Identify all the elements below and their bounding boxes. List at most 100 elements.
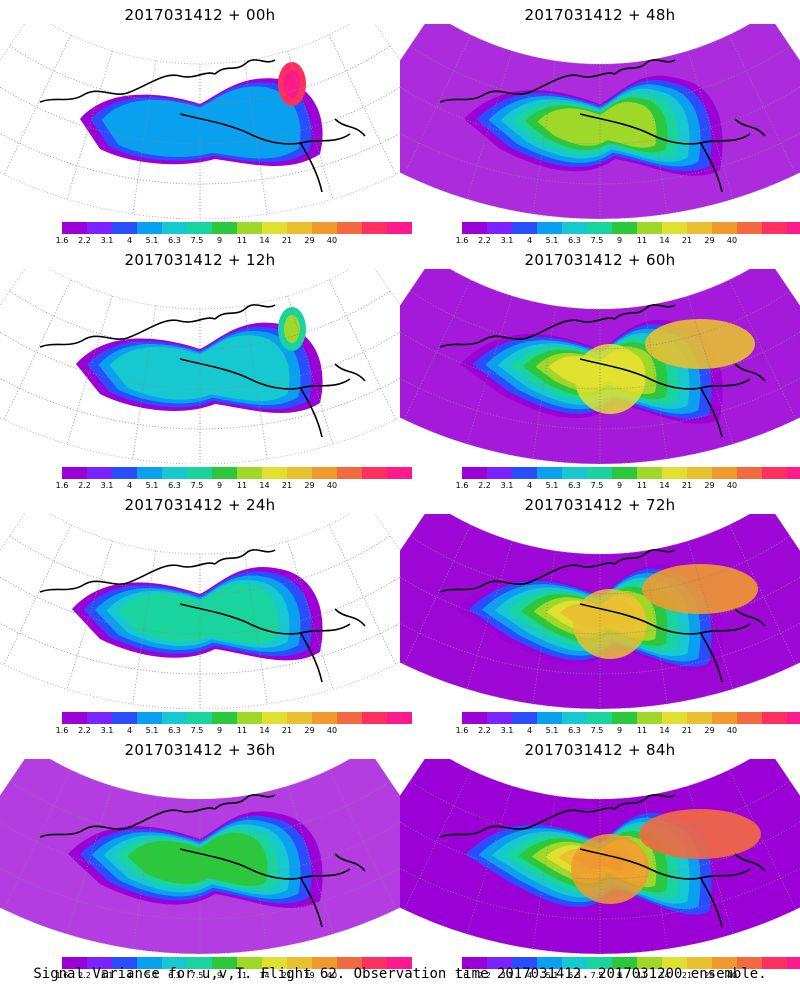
colorbar-tick-label: 11 [636, 971, 648, 980]
colorbar-swatch [237, 467, 262, 479]
colorbar-tick-label: 1.6 [55, 481, 69, 490]
colorbar-swatch [462, 467, 487, 479]
colorbar-swatch [62, 467, 87, 479]
colorbar-swatch [712, 712, 737, 724]
colorbar-tick-label: 5.1 [145, 236, 159, 245]
colorbar-tick-label: 9 [616, 236, 623, 245]
colorbar-swatch [262, 957, 287, 969]
colorbar-tick-label: 5.1 [545, 481, 559, 490]
colorbar-swatch [162, 467, 187, 479]
panel-title: 2017031412 + 60h [524, 251, 676, 269]
colorbar-tick-label: 40 [726, 971, 738, 980]
colorbar-swatch [362, 467, 387, 479]
colorbar-tick-label: 5.1 [145, 971, 159, 980]
colorbar-swatch [262, 712, 287, 724]
colorbar-swatch [387, 467, 412, 479]
colorbar-swatch [337, 957, 362, 969]
map-boundary [400, 269, 800, 464]
colorbar-tick-label: 11 [236, 726, 248, 735]
coastline [439, 794, 766, 928]
colorbar-swatch [737, 222, 762, 234]
colorbar-tick-label: 29 [304, 971, 315, 980]
colorbar-swatch [137, 712, 162, 724]
forecast-panel: 2017031412 + 24h 1.6 2.2 3.1 4 5.1 6.3 7.5 9 11 14… [0, 490, 412, 735]
colorbar-tick-label: 29 [304, 481, 315, 490]
colorbar-tick-label: 14 [659, 481, 670, 490]
colorbar-tick-label: 6.3 [568, 971, 581, 980]
colorbar-swatch [62, 957, 87, 969]
colorbar-tick-label: 29 [704, 971, 715, 980]
colorbar-tick-label: 11 [236, 481, 248, 490]
colorbar-tick-label: 2.2 [478, 236, 491, 245]
panel-title: 2017031412 + 36h [124, 741, 276, 759]
colorbar-tick-label: 3.1 [100, 971, 114, 980]
colorbar-swatch [712, 222, 737, 234]
colorbar-swatch [662, 467, 687, 479]
colorbar-tick-label: 9 [216, 971, 223, 980]
variance-map [400, 24, 800, 219]
colorbar-tick-label: 21 [281, 236, 293, 245]
colorbar-swatch [187, 712, 212, 724]
colorbar-swatch [587, 712, 612, 724]
colorbar-swatch [737, 957, 762, 969]
colorbar-swatch [762, 467, 787, 479]
colorbar-tick-label: 21 [681, 971, 693, 980]
colorbar-swatch [737, 712, 762, 724]
colorbar-swatch [162, 222, 187, 234]
colorbar-tick-label: 1.6 [455, 971, 469, 980]
colorbar-swatch [212, 957, 237, 969]
coastline [39, 794, 366, 928]
colorbar-swatch [512, 957, 537, 969]
colorbar-tick-label: 29 [704, 481, 715, 490]
colorbar-tick-label: 21 [681, 481, 693, 490]
colorbar-tick-label: 3.1 [500, 236, 514, 245]
panel-title: 2017031412 + 72h [524, 496, 676, 514]
forecast-panel: 2017031412 + 12h 1.6 2.2 3.1 4 5.1 6.3 7.5 9 11 14… [0, 245, 412, 490]
panel-title: 2017031412 + 48h [524, 6, 676, 24]
variance-map [0, 24, 400, 219]
colorbar-tick-label: 4 [126, 481, 133, 490]
colorbar-tick-label: 6.3 [568, 236, 581, 245]
colorbar-swatch [387, 712, 412, 724]
colorbar-swatch [462, 712, 487, 724]
colorbar-tick-label: 40 [326, 726, 338, 735]
forecast-panel: 2017031412 + 72h 1.6 2.2 3.1 4 5.1 6.3 7.5 9 11 14… [400, 490, 800, 735]
colorbar-swatch [687, 957, 712, 969]
colorbar-tick-label: 4 [126, 726, 133, 735]
colorbar-tick-label: 14 [659, 971, 670, 980]
colorbar-swatch [287, 222, 312, 234]
colorbar-swatch [787, 712, 800, 724]
colorbar-tick-label: 5.1 [545, 236, 559, 245]
colorbar-swatch [237, 712, 262, 724]
colorbar-tick-label: 2.2 [478, 481, 491, 490]
colorbar-tick-label: 2.2 [78, 726, 91, 735]
coastline [439, 59, 766, 193]
colorbar-swatch [287, 957, 312, 969]
colorbar-tick-label: 21 [281, 481, 293, 490]
colorbar-tick-label: 4 [526, 726, 533, 735]
colorbar-tick-label: 11 [636, 726, 648, 735]
colorbar-swatch [537, 222, 562, 234]
map-boundary [0, 514, 400, 709]
colorbar-tick-label: 14 [659, 236, 670, 245]
colorbar-tick-label: 3.1 [100, 726, 114, 735]
colorbar-tick-label: 5.1 [145, 726, 159, 735]
colorbar-tick-label: 2.2 [78, 481, 91, 490]
colorbar-swatch [512, 222, 537, 234]
colorbar-tick-label: 11 [636, 481, 648, 490]
coastline [439, 549, 766, 683]
colorbar-swatch [462, 957, 487, 969]
colorbar-tick-label: 1.6 [55, 236, 69, 245]
colorbar-tick-label: 21 [681, 726, 693, 735]
variance-map [0, 514, 400, 709]
colorbar-swatch [337, 712, 362, 724]
colorbar-swatch [737, 467, 762, 479]
variance-map [0, 759, 400, 954]
colorbar-swatch [637, 712, 662, 724]
colorbar-swatch [187, 467, 212, 479]
colorbar-swatch [362, 222, 387, 234]
colorbar-tick-label: 7.5 [190, 726, 204, 735]
colorbar-tick-label: 6.3 [168, 971, 181, 980]
colorbar-swatch [587, 467, 612, 479]
colorbar-swatch [87, 222, 112, 234]
